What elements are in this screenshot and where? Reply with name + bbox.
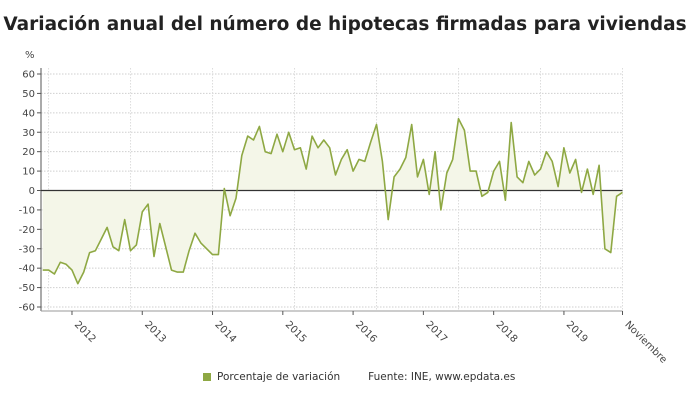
x-tick-label: 2013 (142, 319, 168, 345)
series-area (42, 118, 623, 284)
y-tick-label: -60 (19, 303, 35, 314)
legend-series-label[interactable]: Porcentaje de variación (217, 371, 341, 383)
y-tick-label: 50 (22, 89, 35, 100)
y-tick-label: -40 (19, 264, 35, 275)
legend: Porcentaje de variación Fuente: INE, www… (203, 371, 515, 383)
legend-swatch (203, 373, 211, 381)
y-axis-label: % (25, 50, 35, 61)
y-tick-label: -50 (19, 283, 35, 294)
x-tick-label: 2014 (212, 319, 238, 345)
y-tick-label: -10 (19, 205, 35, 216)
chart-title: Variación anual del número de hipotecas … (3, 14, 687, 35)
x-tick-label: 2017 (423, 319, 449, 345)
source-text: Fuente: INE, www.epdata.es (368, 371, 516, 383)
y-tick-label: -20 (19, 225, 35, 236)
x-tick-label: 2016 (353, 319, 379, 345)
y-tick-label: 30 (22, 128, 35, 139)
x-tick-label: 2019 (564, 319, 590, 345)
x-tick-label: Noviembre (622, 319, 668, 365)
y-tick-label: 0 (29, 186, 35, 197)
y-tick-label: -30 (19, 244, 35, 255)
y-tick-label: 60 (22, 70, 35, 81)
x-tick-label: 2015 (283, 319, 309, 345)
x-tick-label: 2018 (494, 319, 520, 345)
series-line (42, 117, 623, 285)
y-tick-label: 10 (22, 167, 35, 178)
y-tick-label: 20 (22, 147, 35, 158)
y-tick-label: 40 (22, 108, 35, 119)
x-tick-label: 2012 (72, 319, 98, 345)
